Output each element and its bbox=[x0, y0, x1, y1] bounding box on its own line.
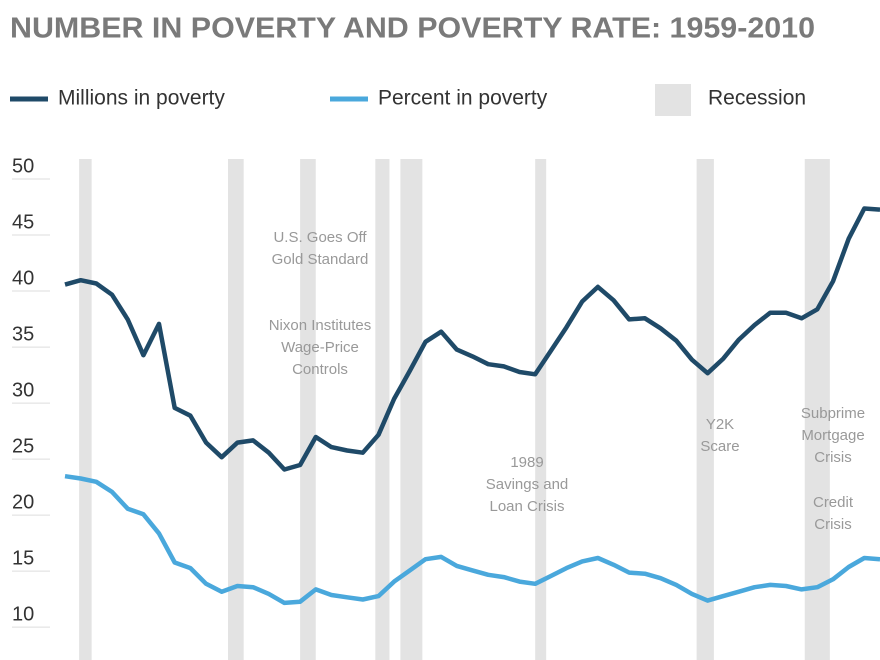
annotation: Subprime bbox=[801, 405, 865, 422]
legend-label: Recession bbox=[708, 87, 806, 110]
chart-title: NUMBER IN POVERTY AND POVERTY RATE: 1959… bbox=[10, 13, 815, 45]
annotation: Savings and bbox=[486, 476, 569, 493]
y-tick-label: 35 bbox=[12, 323, 34, 345]
annotation: Crisis bbox=[814, 516, 852, 533]
annotation: Gold Standard bbox=[272, 251, 369, 268]
y-tick-label: 40 bbox=[12, 267, 34, 289]
recession-band bbox=[79, 159, 92, 660]
annotation: Loan Crisis bbox=[489, 498, 564, 515]
recession-band bbox=[535, 159, 547, 660]
y-tick-label: 25 bbox=[12, 435, 34, 457]
recession-band bbox=[300, 159, 316, 660]
y-tick-label: 20 bbox=[12, 491, 34, 513]
recession-band bbox=[375, 159, 390, 660]
annotation: Controls bbox=[292, 361, 348, 378]
y-tick-label: 50 bbox=[12, 155, 34, 177]
legend-swatch bbox=[655, 84, 691, 116]
annotation: U.S. Goes Off bbox=[273, 229, 367, 246]
recession-band bbox=[696, 159, 714, 660]
y-tick-label: 15 bbox=[12, 547, 34, 569]
annotation: Crisis bbox=[814, 449, 852, 466]
recession-band bbox=[400, 159, 423, 660]
y-tick-label: 10 bbox=[12, 603, 34, 625]
y-tick-label: 30 bbox=[12, 379, 34, 401]
annotation: Credit bbox=[813, 494, 854, 511]
annotation: 1989 bbox=[510, 454, 543, 471]
annotation: Mortgage bbox=[801, 427, 864, 444]
data-line bbox=[64, 206, 880, 472]
annotation: Nixon Institutes bbox=[269, 317, 372, 334]
legend-label: Percent in poverty bbox=[378, 87, 548, 110]
annotation: Wage-Price bbox=[281, 339, 359, 356]
legend-label: Millions in poverty bbox=[58, 87, 225, 110]
annotation: Scare bbox=[700, 438, 739, 455]
recession-band bbox=[804, 159, 830, 660]
annotation: Y2K bbox=[706, 416, 734, 433]
recession-band bbox=[228, 159, 244, 660]
y-tick-label: 45 bbox=[12, 211, 34, 233]
data-line bbox=[64, 473, 880, 606]
